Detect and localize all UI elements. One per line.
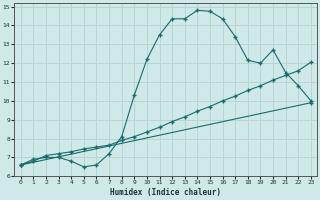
X-axis label: Humidex (Indice chaleur): Humidex (Indice chaleur) (110, 188, 221, 197)
